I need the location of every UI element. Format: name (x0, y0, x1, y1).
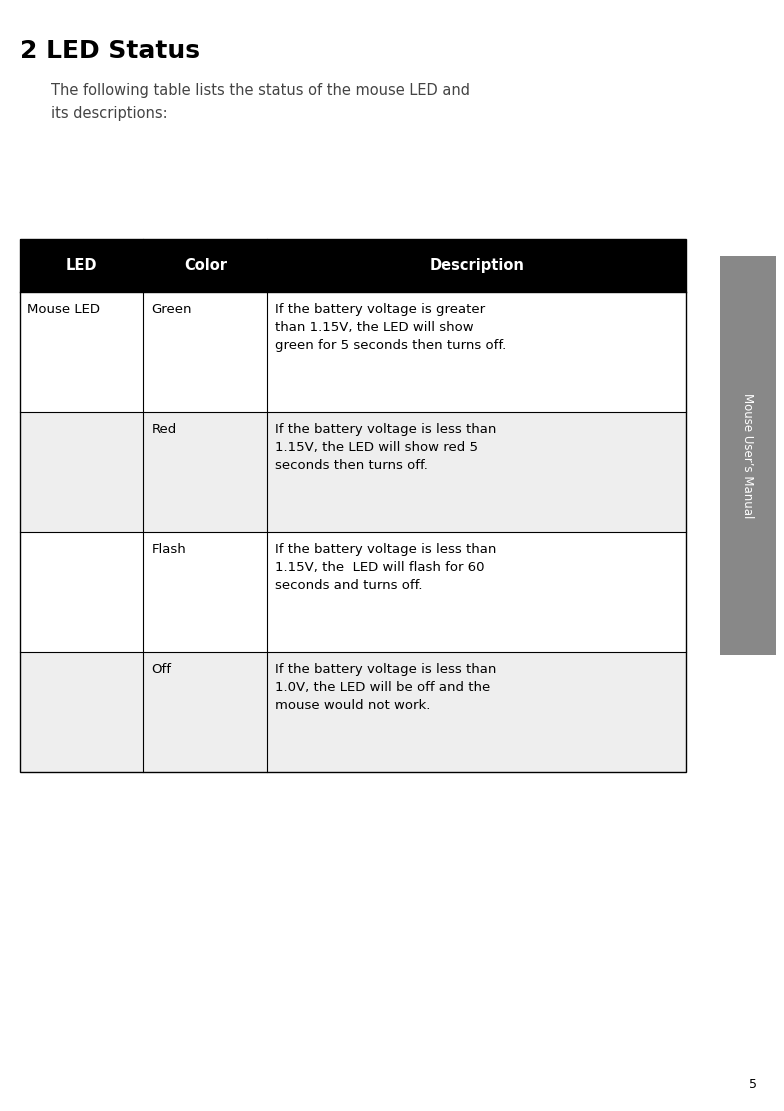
Text: Mouse LED: Mouse LED (27, 303, 100, 317)
Text: LED: LED (66, 258, 97, 273)
Text: Off: Off (151, 663, 172, 677)
Bar (20, 239, 686, 772)
Text: If the battery voltage is less than
1.0V, the LED will be off and the
mouse woul: If the battery voltage is less than 1.0V… (275, 663, 496, 712)
Text: Description: Description (429, 258, 524, 273)
Text: If the battery voltage is less than
1.15V, the  LED will flash for 60
seconds an: If the battery voltage is less than 1.15… (275, 543, 496, 592)
Text: If the battery voltage is less than
1.15V, the LED will show red 5
seconds then : If the battery voltage is less than 1.15… (275, 423, 496, 472)
Text: The following table lists the status of the mouse LED and
its descriptions:: The following table lists the status of … (51, 83, 470, 120)
Text: 5: 5 (749, 1078, 757, 1091)
Text: Color: Color (184, 258, 227, 273)
Bar (20, 239, 686, 292)
Bar (20, 652, 686, 772)
Text: Red: Red (151, 423, 176, 437)
Bar (20, 292, 686, 412)
Bar (20, 412, 686, 532)
Text: If the battery voltage is greater
than 1.15V, the LED will show
green for 5 seco: If the battery voltage is greater than 1… (275, 303, 506, 352)
Text: Flash: Flash (151, 543, 186, 557)
Text: 2 LED Status: 2 LED Status (20, 39, 200, 63)
Bar (720, 256, 776, 655)
Text: Mouse User’s Manual: Mouse User’s Manual (742, 393, 754, 518)
Bar (20, 532, 686, 652)
Text: Green: Green (151, 303, 192, 317)
